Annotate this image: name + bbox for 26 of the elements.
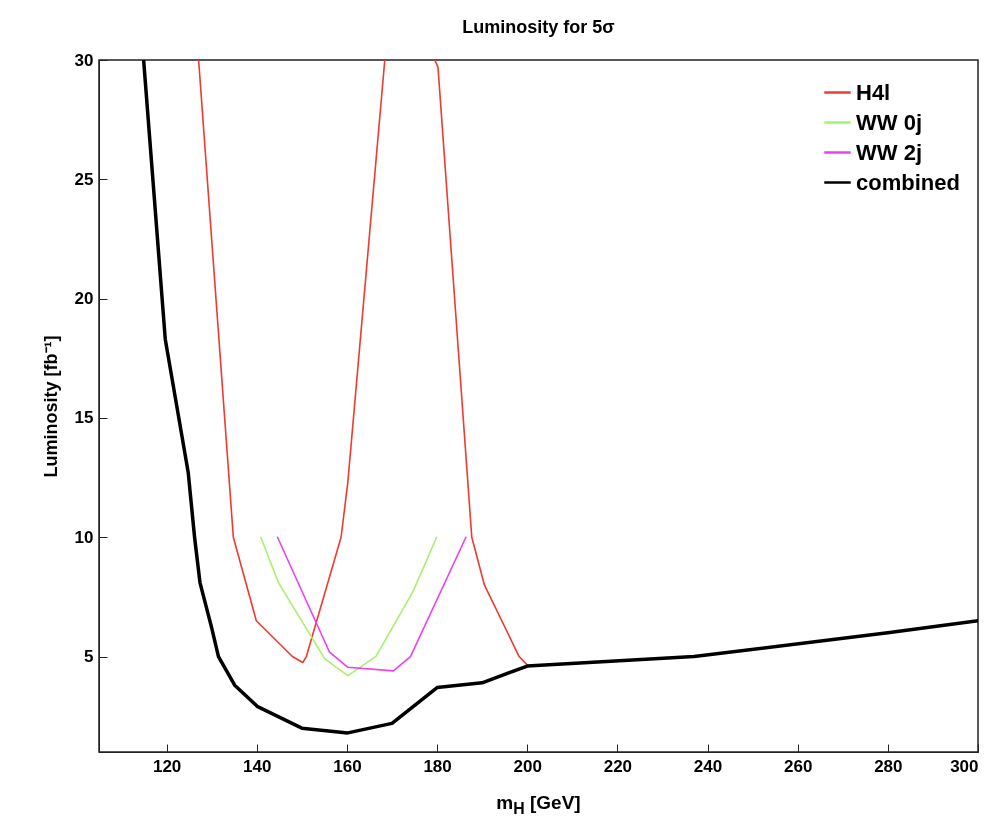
- y-tick-label: 20: [74, 289, 94, 309]
- x-tick-label: 220: [603, 756, 633, 776]
- x-tick-label: 200: [513, 756, 542, 776]
- legend-label: WW 0j: [856, 109, 922, 135]
- x-tick-label: 300: [950, 756, 979, 776]
- y-tick-label: 30: [74, 50, 94, 70]
- x-tick-label: 260: [784, 756, 813, 776]
- y-tick-label: 10: [74, 527, 94, 547]
- y-tick-label: 5: [84, 647, 94, 667]
- y-axis-title: Luminosity [fb⁻¹]: [40, 335, 61, 478]
- line-series: [276, 536, 467, 672]
- chart-title: Luminosity for 5σ: [462, 17, 615, 37]
- x-axis-title: m$_{H}$ [GeV]: [495, 792, 582, 818]
- x-tick-label: 120: [152, 756, 182, 776]
- x-tick-label: 140: [243, 756, 272, 776]
- x-tick-label: 160: [333, 756, 362, 776]
- x-tick-label: 280: [874, 756, 903, 776]
- y-tick-label: 25: [74, 169, 94, 189]
- legend-label: H4l: [856, 79, 891, 105]
- line-series: [260, 536, 438, 677]
- x-tick-label: 240: [693, 756, 723, 776]
- x-tick-label: 180: [423, 756, 452, 776]
- line-series: [141, 60, 978, 735]
- legend-label: combined: [856, 169, 960, 195]
- y-tick-label: 15: [74, 408, 94, 428]
- legend-label: WW 2j: [856, 139, 922, 165]
